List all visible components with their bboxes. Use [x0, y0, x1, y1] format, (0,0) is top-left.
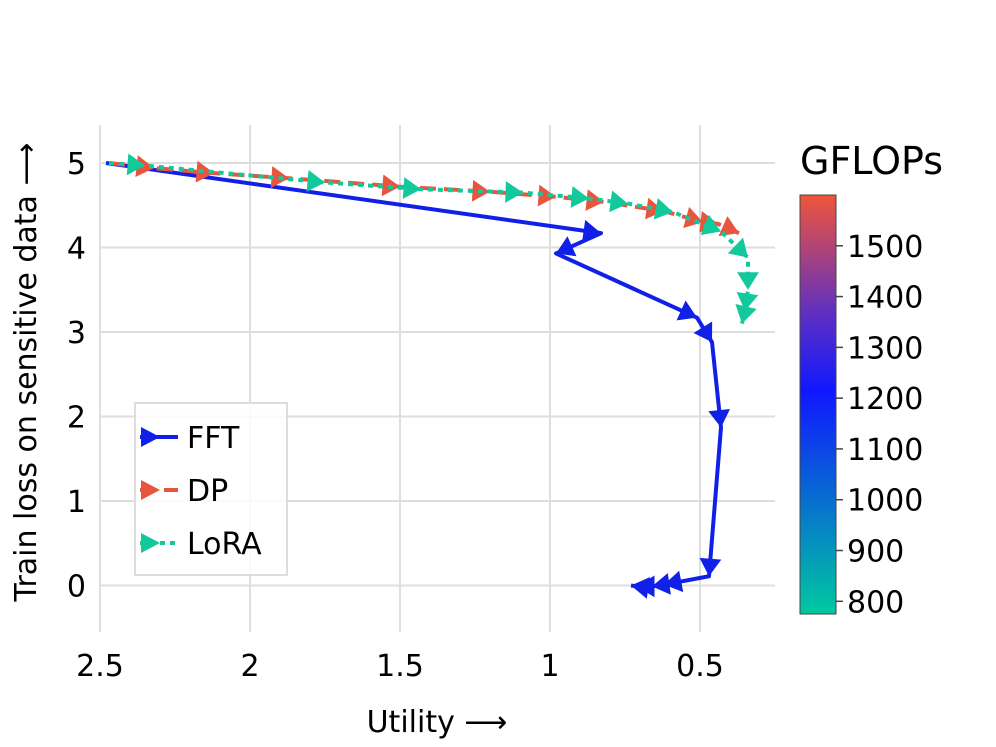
arrow-marker-dp — [585, 189, 604, 211]
arrow-marker-fft — [676, 300, 697, 321]
arrow-marker-lora — [306, 169, 325, 192]
legend-label-dp: DP — [187, 474, 228, 509]
colorbar-tick-label: 900 — [847, 535, 904, 570]
y-axis-title: Train loss on sensitive data ⟶ — [9, 143, 44, 603]
arrow-marker-lora — [570, 186, 589, 208]
arrow-marker-fft — [708, 408, 731, 428]
arrow-marker-lora — [609, 190, 628, 213]
colorbar-tick-label: 1400 — [847, 281, 923, 316]
arrow-marker-lora — [727, 237, 748, 258]
colorbar-tick-label: 1300 — [847, 331, 923, 366]
y-tick-label: 0 — [67, 570, 86, 605]
arrow-marker-lora — [735, 304, 757, 324]
arrow-marker-fft — [699, 557, 722, 577]
arrow-marker-lora — [653, 198, 673, 220]
colorbar: GFLOPs 800 900 1000 1100 1200 1300 1400 1500 — [799, 139, 943, 620]
x-tick-label: 1 — [540, 649, 559, 684]
arrow-marker-lora — [700, 214, 721, 236]
x-tick-label: 2 — [240, 649, 259, 684]
arrow-marker-lora — [126, 153, 145, 176]
y-tick-label: 3 — [67, 316, 86, 351]
y-tick-label: 5 — [67, 147, 86, 182]
colorbar-tick-label: 1200 — [847, 382, 923, 417]
arrow-marker-lora — [736, 292, 759, 311]
colorbar-title: GFLOPs — [800, 139, 943, 183]
series-lora — [108, 153, 759, 325]
legend-label-fft: FFT — [187, 421, 240, 456]
legend-item-dp: DP — [140, 474, 228, 509]
arrow-marker-dp — [537, 184, 556, 207]
series-layer — [105, 153, 759, 599]
arrow-marker-fft — [556, 236, 577, 257]
x-tick-label: 2.5 — [76, 649, 124, 684]
colorbar-tick-label: 800 — [847, 585, 904, 620]
colorbar-tick-label: 1100 — [847, 433, 923, 468]
arrow-marker-lora — [737, 272, 759, 290]
colorbar-gradient — [799, 194, 837, 615]
y-tick-label: 4 — [67, 232, 86, 267]
arrow-marker-fft — [664, 570, 684, 593]
arrow-marker-dp — [195, 160, 214, 183]
legend: FFT DP LoRA — [134, 402, 288, 576]
arrow-marker-fft — [693, 321, 713, 343]
x-tick-label: 0.5 — [676, 649, 724, 684]
legend-item-lora: LoRA — [140, 527, 262, 562]
series-fft — [105, 161, 731, 599]
colorbar-tick-label: 1500 — [847, 230, 923, 265]
x-axis-title: Utility ⟶ — [367, 705, 508, 740]
tick-labels: 2.5 2 1.5 1 0.5 0 1 2 3 4 5 — [67, 147, 724, 684]
arrow-marker-dp — [645, 197, 664, 220]
arrow-marker-lora — [505, 181, 523, 203]
legend-marker-fft — [141, 427, 160, 447]
y-tick-label: 1 — [67, 485, 86, 520]
legend-box — [134, 402, 288, 576]
arrow-marker-fft — [582, 219, 601, 242]
arrow-marker-fft — [631, 577, 650, 599]
arrow-marker-fft — [652, 573, 671, 595]
series-dp — [108, 155, 740, 237]
y-tick-label: 2 — [67, 401, 86, 436]
legend-item-fft: FFT — [140, 421, 240, 456]
legend-marker-dp — [141, 480, 160, 500]
arrow-marker-dp — [135, 155, 154, 177]
legend-label-lora: LoRA — [187, 527, 262, 562]
x-tick-label: 1.5 — [376, 649, 424, 684]
colorbar-tick-label: 1000 — [847, 484, 923, 519]
arrow-marker-lora — [402, 177, 421, 199]
legend-marker-lora — [141, 533, 160, 553]
arrow-marker-dp — [718, 216, 739, 237]
